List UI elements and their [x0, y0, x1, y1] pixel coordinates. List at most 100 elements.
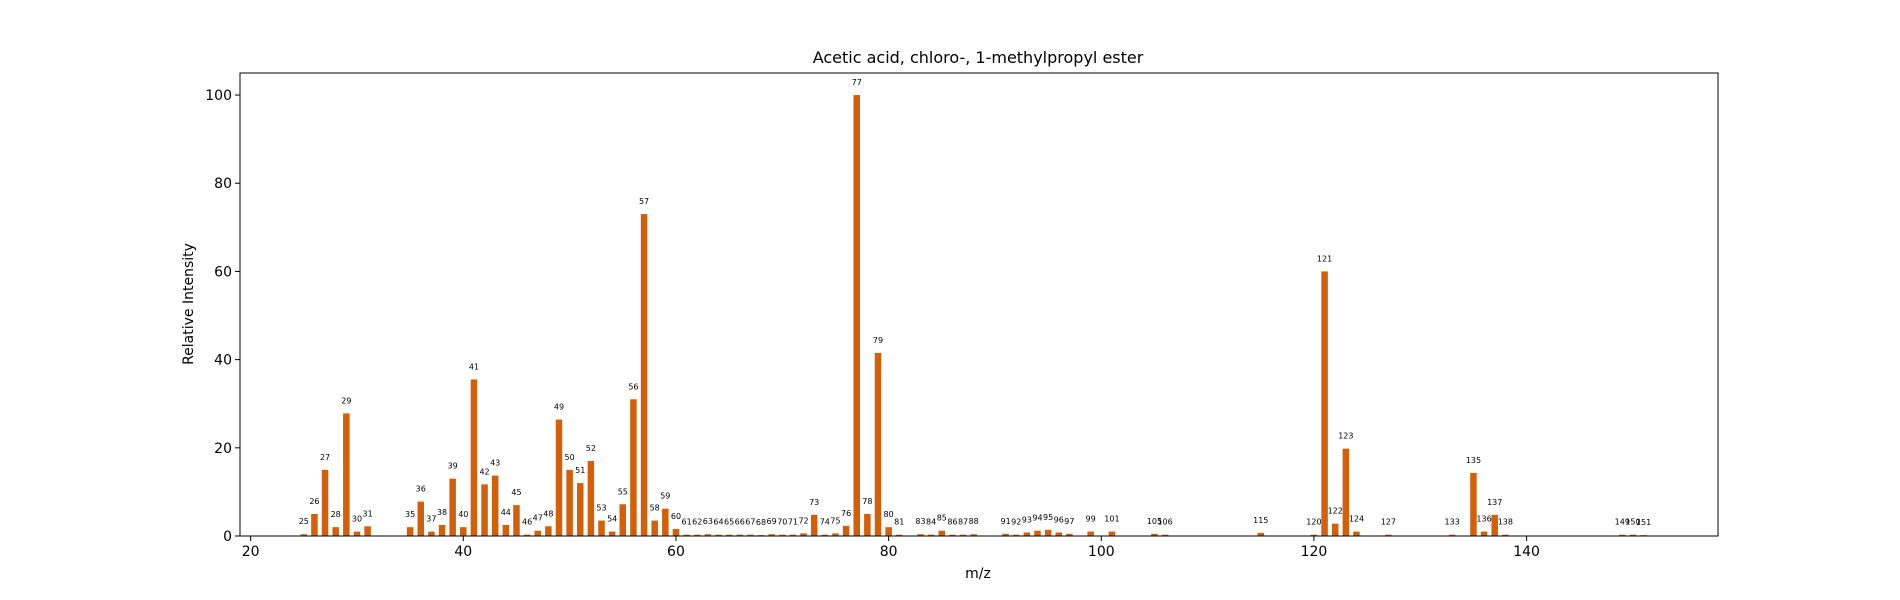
bar-mz-99 — [1087, 531, 1094, 536]
bar-mz-58 — [651, 520, 658, 536]
peak-label-mz-26: 26 — [309, 497, 319, 506]
peak-label-mz-25: 25 — [299, 517, 309, 526]
peak-label-mz-97: 97 — [1064, 517, 1074, 526]
peak-label-mz-65: 65 — [724, 518, 734, 527]
bar-mz-48 — [545, 526, 552, 536]
bar-mz-69 — [768, 534, 775, 536]
bar-mz-25 — [300, 534, 308, 536]
bar-mz-133 — [1448, 534, 1456, 536]
peak-label-mz-28: 28 — [331, 510, 341, 519]
bar-mz-83 — [917, 534, 924, 536]
bar-mz-61 — [683, 534, 690, 536]
bar-mz-137 — [1491, 514, 1498, 536]
peak-label-mz-35: 35 — [405, 510, 415, 519]
bar-mz-93 — [1023, 532, 1031, 536]
peak-label-mz-74: 74 — [820, 518, 830, 527]
bar-mz-52 — [587, 461, 595, 536]
peak-label-mz-81: 81 — [894, 518, 904, 527]
peak-label-mz-37: 37 — [426, 515, 436, 524]
bar-mz-85 — [938, 530, 946, 536]
peak-label-mz-41: 41 — [469, 362, 479, 371]
bar-mz-94 — [1034, 530, 1041, 536]
x-axis-ticks: 20 40 60 80 100 120 140 — [242, 536, 1540, 560]
peak-label-mz-88: 88 — [969, 517, 979, 526]
y-tick-label: 40 — [214, 353, 232, 369]
peak-label-mz-59: 59 — [660, 492, 670, 501]
bar-mz-63 — [704, 534, 712, 536]
bar-mz-73 — [810, 514, 818, 536]
peak-label-mz-137: 137 — [1487, 498, 1502, 507]
peak-label-mz-68: 68 — [756, 518, 766, 527]
peak-label-mz-40: 40 — [458, 510, 468, 519]
peak-label-mz-56: 56 — [628, 382, 638, 391]
y-tick-label: 80 — [214, 176, 232, 192]
bar-mz-29 — [343, 413, 350, 536]
bars-group — [300, 95, 1647, 537]
bar-mz-70 — [779, 534, 786, 536]
bar-mz-122 — [1331, 523, 1339, 536]
bar-mz-127 — [1385, 534, 1392, 536]
bar-mz-66 — [736, 534, 744, 536]
peak-label-mz-38: 38 — [437, 508, 447, 517]
peak-label-mz-91: 91 — [1000, 517, 1010, 526]
bar-mz-50 — [566, 469, 573, 536]
peak-label-mz-29: 29 — [341, 396, 351, 405]
bar-mz-30 — [353, 531, 361, 536]
peak-label-mz-95: 95 — [1043, 513, 1053, 522]
peak-label-mz-43: 43 — [490, 459, 500, 468]
bar-mz-28 — [332, 527, 339, 536]
bar-mz-37 — [428, 531, 435, 536]
peak-label-mz-96: 96 — [1054, 515, 1064, 524]
peak-label-mz-60: 60 — [671, 512, 681, 521]
bar-mz-26 — [311, 513, 318, 536]
x-tick-label: 140 — [1513, 544, 1540, 560]
peak-label-mz-87: 87 — [958, 518, 968, 527]
peak-label-mz-115: 115 — [1253, 516, 1268, 525]
peak-label-mz-64: 64 — [713, 518, 723, 527]
bar-mz-65 — [725, 534, 733, 536]
bar-mz-41 — [470, 379, 478, 536]
bar-mz-55 — [619, 504, 627, 536]
y-axis-label: Relative Intensity — [181, 243, 197, 365]
bar-mz-39 — [449, 478, 456, 536]
peak-label-mz-55: 55 — [618, 487, 628, 496]
peak-label-mz-93: 93 — [1022, 515, 1032, 524]
peak-label-mz-39: 39 — [448, 462, 458, 471]
bar-mz-44 — [502, 524, 510, 536]
peak-label-mz-57: 57 — [639, 197, 649, 206]
x-tick-label: 100 — [1088, 544, 1115, 560]
peak-label-mz-149: 149 — [1615, 518, 1630, 527]
bar-mz-71 — [789, 534, 797, 536]
bar-mz-60 — [672, 528, 680, 536]
peak-label-mz-76: 76 — [841, 509, 851, 518]
y-tick-label: 60 — [214, 264, 232, 280]
bar-mz-31 — [364, 526, 371, 536]
bar-mz-59 — [662, 508, 669, 536]
bar-mz-51 — [577, 483, 584, 536]
bar-mz-40 — [460, 527, 467, 536]
bar-mz-87 — [959, 534, 967, 536]
peak-label-mz-133: 133 — [1445, 518, 1460, 527]
chart-title: Acetic acid, chloro-, 1-methylpropyl est… — [813, 48, 1144, 67]
bar-mz-38 — [438, 524, 446, 536]
bar-mz-46 — [523, 534, 531, 536]
peak-label-mz-49: 49 — [554, 403, 564, 412]
bar-mz-36 — [417, 501, 425, 536]
peak-label-mz-120: 120 — [1306, 518, 1321, 527]
peak-label-mz-45: 45 — [511, 488, 521, 497]
peak-label-mz-63: 63 — [703, 517, 713, 526]
peak-label-mz-53: 53 — [596, 504, 606, 513]
bar-mz-120 — [1310, 534, 1318, 536]
bar-mz-136 — [1480, 531, 1488, 536]
peak-label-mz-121: 121 — [1317, 254, 1332, 263]
peak-label-mz-70: 70 — [777, 518, 787, 527]
bar-mz-57 — [640, 214, 648, 536]
peak-label-mz-62: 62 — [692, 518, 702, 527]
y-axis-ticks: 0 20 40 60 80 100 — [205, 88, 240, 545]
bar-mz-27 — [321, 469, 329, 536]
bar-mz-80 — [885, 527, 892, 536]
peak-label-mz-46: 46 — [522, 518, 532, 527]
peak-label-mz-72: 72 — [798, 516, 808, 525]
peak-label-mz-136: 136 — [1476, 515, 1491, 524]
